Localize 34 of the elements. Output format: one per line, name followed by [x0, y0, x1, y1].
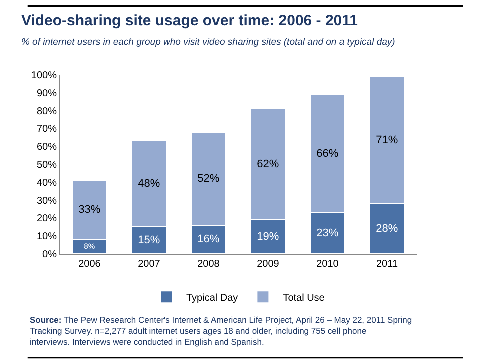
chart-subtitle: % of internet users in each group who visit video sharing sites (total and on a typical day) — [21, 36, 396, 48]
y-tick-label: 10% — [36, 232, 58, 243]
chart-title: Video-sharing site usage over time: 2006 - 2011 — [21, 12, 358, 30]
data-label: 28% — [376, 222, 398, 235]
y-tick-label: 80% — [36, 106, 58, 118]
y-tick-label: 0% — [42, 250, 58, 260]
y-tick-label: 90% — [36, 88, 58, 100]
x-tick-label: 2006 — [78, 259, 102, 270]
y-tick-label: 30% — [36, 196, 58, 207]
source-note: Source: The Pew Research Center's Internet & American Life Project, April 26 – May 22, 2011 Spring Tracking Survey. n=2,277 adult internet users ages 18 and older, including 755 cell phone interviews. Interviews were conducted in English and Spanish. — [30, 315, 412, 348]
data-label: 33% — [78, 204, 101, 216]
data-label: 48% — [138, 178, 160, 190]
legend-label: Typical Day — [186, 293, 238, 304]
y-tick-label: 20% — [36, 214, 58, 225]
data-label: 52% — [198, 172, 220, 185]
y-tick-label: 40% — [36, 178, 58, 189]
x-tick-label: 2009 — [257, 259, 280, 270]
data-label: 8% — [84, 242, 96, 251]
x-tick-label: 2011 — [376, 259, 398, 270]
y-tick-label: 50% — [36, 160, 58, 171]
data-label: 19% — [257, 230, 280, 243]
x-tick-label: 2007 — [138, 259, 161, 270]
data-label: 23% — [316, 227, 339, 240]
data-label: 62% — [257, 158, 280, 170]
data-label: 71% — [376, 134, 398, 146]
y-tick-label: 70% — [36, 124, 58, 136]
data-label: 66% — [316, 148, 339, 160]
y-tick-label: 100% — [31, 70, 58, 82]
data-label: 15% — [138, 234, 160, 247]
x-tick-label: 2010 — [316, 259, 340, 270]
legend-label: Total Use — [283, 293, 326, 304]
x-tick-label: 2008 — [198, 259, 220, 270]
data-label: 16% — [198, 234, 220, 246]
y-tick-label: 60% — [36, 142, 58, 154]
